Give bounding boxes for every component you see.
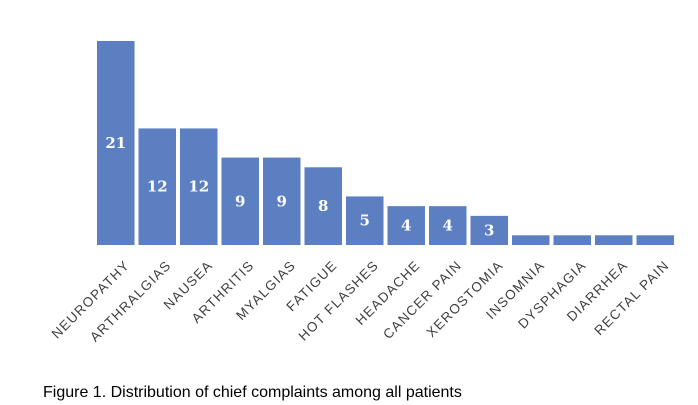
category-label-rectal-pain: RECTAL PAIN: [591, 258, 672, 339]
bar-arthralgias: [138, 128, 176, 245]
value-label-headache: 4: [401, 217, 411, 235]
figure-caption: Figure 1. Distribution of chief complain…: [43, 384, 462, 401]
value-label-arthralgias: 12: [147, 178, 168, 196]
value-labels-group: 21 12 12 9 9 8 5 4 4 3: [105, 134, 494, 239]
bar-neuropathy: [97, 41, 135, 245]
bar-fatigue: [304, 167, 342, 245]
bar-headache: [387, 206, 425, 245]
value-label-xerostomia: 3: [484, 221, 494, 239]
category-labels-group: NEUROPATHYARTHRALGIASNAUSEAARTHRITISMYAL…: [49, 258, 672, 345]
value-label-nausea: 12: [188, 178, 209, 196]
value-label-hot-flashes: 5: [360, 212, 370, 230]
bar-diarrhea: [595, 235, 633, 245]
value-label-cancer-pain: 4: [443, 217, 453, 235]
value-label-arthritis: 9: [235, 192, 245, 210]
value-label-myalgias: 9: [277, 192, 287, 210]
bars-group: [97, 41, 674, 245]
category-label-neuropathy: NEUROPATHY: [49, 258, 133, 342]
bar-arthritis: [221, 157, 259, 245]
bar-dysphagia: [553, 235, 591, 245]
bar-hot-flashes: [346, 196, 384, 245]
category-label-xerostomia: XEROSTOMIA: [424, 258, 507, 341]
bar-insomnia: [512, 235, 550, 245]
value-label-fatigue: 8: [318, 197, 328, 215]
bar-nausea: [180, 128, 218, 245]
bar-cancer-pain: [429, 206, 467, 245]
bar-xerostomia: [470, 215, 508, 245]
bar-rectal-pain: [636, 235, 674, 245]
value-label-neuropathy: 21: [105, 134, 126, 152]
bar-myalgias: [263, 157, 301, 245]
